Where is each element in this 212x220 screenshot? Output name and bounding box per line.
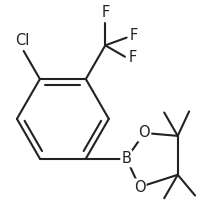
Text: F: F xyxy=(128,50,137,65)
Text: F: F xyxy=(130,28,138,44)
Text: Cl: Cl xyxy=(15,33,29,48)
Text: O: O xyxy=(138,125,150,140)
Text: F: F xyxy=(101,5,109,20)
Text: B: B xyxy=(121,151,131,166)
Text: O: O xyxy=(134,180,145,194)
